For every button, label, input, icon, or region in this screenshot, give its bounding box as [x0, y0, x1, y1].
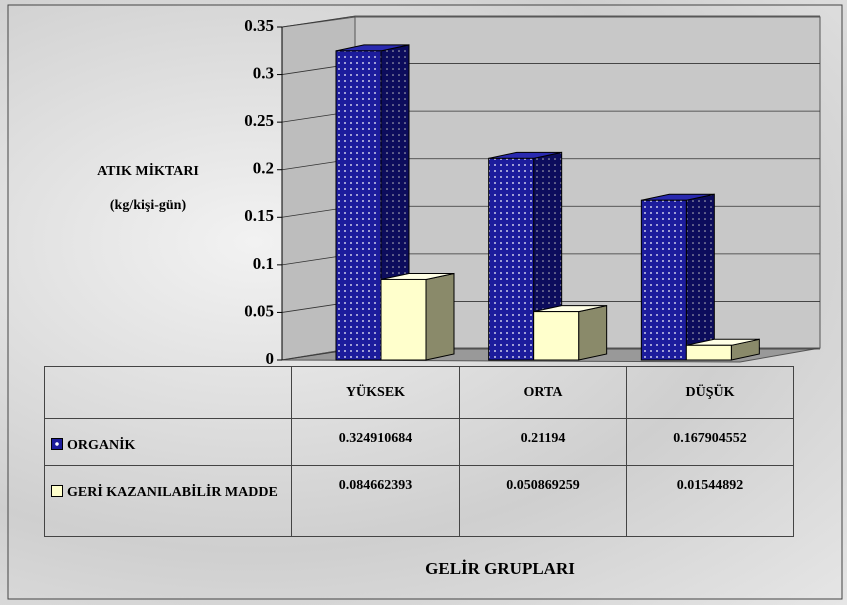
bar — [533, 311, 580, 361]
table-cell: 0.01544892 — [626, 465, 794, 537]
table-row: ORGANİK 0.324910684 0.21194 0.167904552 — [44, 418, 794, 466]
table-cell: 0.167904552 — [626, 418, 794, 466]
bar-side — [578, 304, 608, 361]
y-tick-label: 0.15 — [244, 206, 274, 225]
bar — [335, 50, 382, 361]
legend-label: GERİ KAZANILABİLİR MADDE — [67, 485, 278, 500]
table-cell: ORGANİK — [44, 418, 292, 466]
table-cell: ORTA — [459, 366, 627, 419]
y-label: (kg/kişi-gün) — [110, 198, 187, 213]
x-label: GELİR GRUPLARI — [425, 559, 575, 578]
x-tick-label: YÜKSEK — [345, 384, 406, 400]
bar-side — [425, 272, 455, 361]
table-cell: 0.21194 — [459, 418, 627, 466]
y-tick-label: 0.25 — [244, 111, 274, 130]
table-cell — [44, 366, 292, 419]
x-tick-label: DÜŞÜK — [685, 384, 735, 400]
table-cell: GERİ KAZANILABİLİR MADDE — [44, 465, 292, 537]
bar-side — [685, 193, 715, 361]
legend-swatch — [51, 438, 63, 450]
value-label: 0.21194 — [520, 431, 566, 446]
table-cell: 0.324910684 — [291, 418, 460, 466]
value-label: 0.01544892 — [676, 478, 744, 493]
table-row: GERİ KAZANILABİLİR MADDE 0.084662393 0.050… — [44, 465, 794, 537]
bar — [488, 157, 535, 361]
y-tick-label: 0.3 — [253, 63, 274, 82]
value-label: 0.167904552 — [673, 431, 747, 446]
table-cell: YÜKSEK — [291, 366, 460, 419]
legend-swatch — [51, 485, 63, 497]
value-label: 0.084662393 — [338, 478, 413, 493]
table-cell: 0.084662393 — [291, 465, 460, 537]
bar — [640, 199, 687, 361]
table-cell: DÜŞÜK — [626, 366, 794, 419]
x-tick-label: ORTA — [523, 384, 563, 400]
table-row: YÜKSEK ORTA DÜŞÜK — [44, 366, 794, 419]
bar — [380, 278, 427, 361]
y-label: ATIK MİKTARI — [97, 162, 199, 179]
value-label: 0.050869259 — [506, 478, 580, 493]
y-tick-label: 0.05 — [244, 301, 274, 320]
frame — [7, 4, 843, 600]
value-label: 0.324910684 — [338, 431, 413, 446]
y-tick-label: 0.1 — [253, 254, 274, 273]
legend-label: ORGANİK — [67, 438, 136, 453]
bar — [685, 344, 732, 361]
y-tick-label: 0.2 — [253, 159, 274, 178]
grid-line — [281, 15, 820, 28]
table-cell: 0.050869259 — [459, 465, 627, 537]
data-table: YÜKSEK ORTA DÜŞÜK ORGANİK 0.324910684 0.21194… — [44, 366, 794, 537]
y-tick-label: 0 — [266, 349, 275, 368]
y-tick-label: 0.35 — [244, 16, 274, 35]
